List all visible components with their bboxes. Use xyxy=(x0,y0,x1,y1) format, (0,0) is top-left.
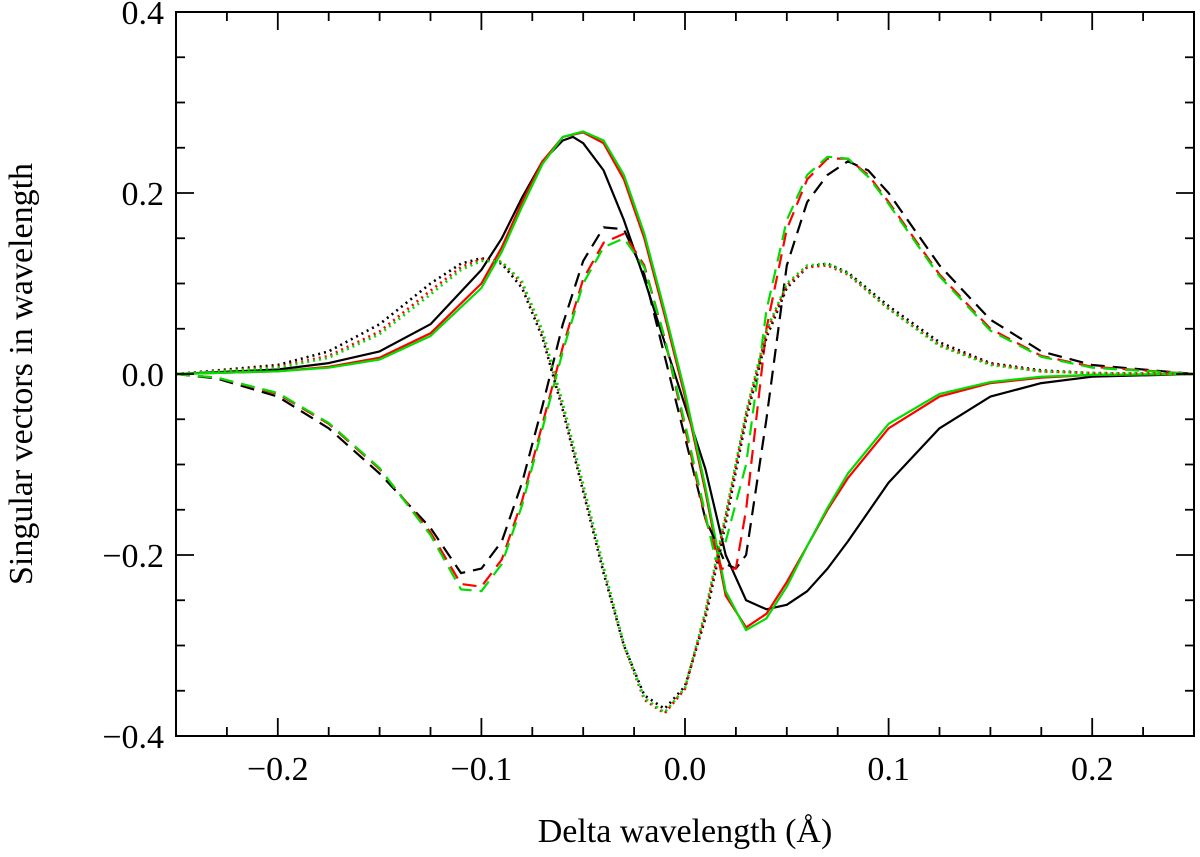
series-dotted-green xyxy=(175,259,1195,714)
series-layer xyxy=(175,130,1195,715)
x-axis-label: Delta wavelength (Å) xyxy=(538,813,833,850)
y-tick-label: −0.2 xyxy=(102,538,164,575)
tick-labels-layer: −0.2 −0.1 0.0 0.1 0.2 −0.4 −0.2 0.0 0.2 0.4 xyxy=(102,0,1113,788)
series-solid-black xyxy=(175,135,1195,611)
series-solid-green xyxy=(175,130,1195,632)
series-dotted-red xyxy=(175,257,1195,715)
series-dashed-black xyxy=(175,160,1195,575)
ticks-layer xyxy=(175,11,1195,737)
series-dashed-green xyxy=(175,155,1195,593)
y-tick-label: −0.4 xyxy=(102,719,164,756)
y-axis-label: Singular vectors in wavelength xyxy=(3,163,40,585)
y-tick-label: 0.0 xyxy=(122,357,165,394)
series-solid-red xyxy=(175,131,1195,629)
plot-frame xyxy=(175,11,1195,737)
x-tick-label: 0.1 xyxy=(867,751,910,788)
x-tick-label: 0.0 xyxy=(664,751,707,788)
x-tick-label: −0.1 xyxy=(451,751,513,788)
x-tick-label: −0.2 xyxy=(247,751,309,788)
series-dotted-black xyxy=(175,256,1195,711)
x-tick-label: 0.2 xyxy=(1071,751,1114,788)
y-tick-label: 0.2 xyxy=(122,176,165,213)
series-dashed-red xyxy=(175,157,1195,588)
y-tick-label: 0.4 xyxy=(122,0,165,32)
